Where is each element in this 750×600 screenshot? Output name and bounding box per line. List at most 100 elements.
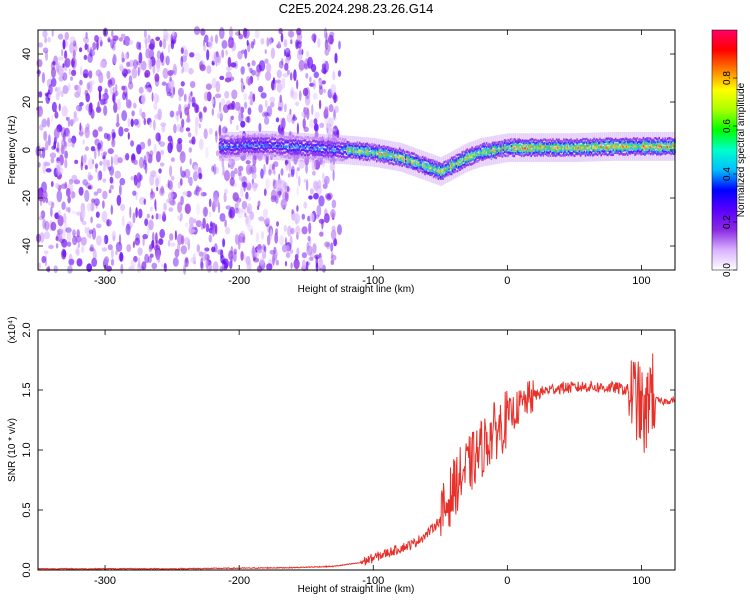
spectrogram-cell (382, 145, 384, 148)
spectrogram-cell (470, 141, 473, 171)
spectrogram-cell (73, 111, 77, 119)
spectrogram-cell (297, 136, 300, 139)
spectrogram-cell (668, 151, 670, 154)
spectrogram-cell (297, 156, 300, 159)
spectrogram-cell (501, 155, 504, 158)
spectrogram-cell (98, 71, 102, 78)
spectrogram-cell (101, 247, 108, 252)
spectrogram-cell (489, 145, 491, 148)
spectrogram-cell (357, 152, 360, 155)
spectrogram-cell (53, 141, 57, 150)
spectrogram-cell (336, 146, 338, 149)
spectrogram-cell (388, 146, 390, 149)
spectrogram-cell (351, 153, 354, 156)
spectrogram-cell (309, 136, 312, 140)
spectrogram-cell (542, 146, 545, 149)
spectrogram-cell (462, 165, 465, 168)
spectrogram-cell (645, 142, 647, 145)
spectrogram-cell (263, 137, 266, 140)
spectrogram-cell (546, 139, 548, 143)
spectrogram-cell (520, 150, 523, 153)
spectrogram-cell (345, 145, 348, 148)
spectrogram-cell (314, 111, 320, 120)
spectrogram-cell (333, 109, 336, 120)
spectrogram-cell (246, 203, 253, 215)
spectrogram-cell (430, 164, 432, 167)
spectrogram-cell (256, 144, 259, 147)
spectrogram-cell (46, 117, 51, 128)
spectrogram-cell (397, 153, 400, 156)
spectrogram-cell (651, 144, 653, 147)
spectrogram-cell (125, 99, 132, 109)
spectrogram-cell (211, 60, 215, 66)
spectrogram-cell (94, 148, 97, 160)
spectrogram-cell (47, 36, 51, 43)
spectrogram-cell (382, 139, 384, 169)
spectrogram-cell (508, 139, 511, 142)
spectrogram-cell (84, 124, 89, 133)
spectrogram-cell (351, 156, 354, 159)
spectrogram-cell (514, 143, 517, 147)
spectrogram-cell (264, 147, 267, 150)
spectrogram-cell (363, 157, 366, 160)
spectrogram-cell (312, 180, 319, 189)
spectrogram-cell (62, 39, 66, 50)
spectrogram-cell (522, 145, 524, 148)
spectrogram-cell (150, 206, 153, 212)
spectrogram-cell (331, 252, 334, 259)
spectrogram-cell (233, 144, 236, 147)
spectrogram-cell (413, 152, 415, 155)
spectrogram-cell (565, 153, 567, 156)
spectrogram-cell (610, 141, 612, 145)
spectrogram-cell (566, 151, 569, 154)
spectrogram-cell (365, 149, 367, 152)
spectrogram-cell (328, 141, 331, 144)
spectrogram-cell (474, 156, 477, 159)
spectrogram-cell (592, 142, 594, 145)
spectrogram-cell (235, 141, 238, 145)
spectrogram-cell (437, 172, 440, 175)
spectrogram-cell (377, 156, 379, 160)
spectrogram-cell (489, 143, 491, 146)
spectrogram-cell (418, 156, 420, 159)
spectrogram-cell (254, 133, 256, 136)
spectrogram-cell (571, 143, 574, 146)
spectrogram-cell (64, 150, 68, 159)
spectrogram-cell (202, 206, 209, 217)
spectrogram-cell (599, 147, 601, 150)
spectrogram-cell (225, 205, 232, 210)
spectrogram-cell (220, 138, 222, 141)
spectrogram-cell (379, 157, 382, 160)
spectrogram-cell (229, 138, 232, 141)
spectrogram-cell (523, 149, 525, 152)
spectrogram-cell (414, 153, 417, 157)
spectrogram-cell (303, 126, 309, 133)
spectrogram-cell (497, 154, 500, 157)
spectrogram-cell (331, 158, 333, 162)
spectrogram-cell (228, 155, 231, 159)
spectrogram-cell (285, 139, 287, 142)
spectrogram-cell (273, 142, 275, 145)
spectrogram-cell (429, 165, 431, 168)
spectrogram-cell (244, 48, 248, 59)
spectrogram-cell (627, 148, 629, 151)
spectrogram-cell (299, 132, 302, 162)
spectrogram-cell (277, 131, 280, 161)
spectrogram-cell (367, 148, 370, 151)
spectrogram-cell (154, 199, 157, 210)
spectrogram-cell (549, 142, 552, 145)
spectrogram-cell (60, 90, 64, 98)
spectrogram-cell (384, 152, 386, 156)
spectrogram-cell (301, 132, 304, 162)
spectrogram-cell (225, 226, 231, 235)
spectrogram-cell (452, 166, 454, 169)
spectrogram-cell (642, 149, 645, 153)
spectrogram-cell (458, 153, 460, 156)
spectrogram-cell (302, 139, 304, 142)
spectrogram-cell (643, 146, 646, 149)
spectrogram-cell (633, 141, 635, 144)
spectrogram-cell (507, 142, 510, 145)
spectrogram-cell (403, 158, 406, 161)
spectrogram-cell (321, 80, 326, 85)
spectrogram-cell (326, 141, 329, 144)
